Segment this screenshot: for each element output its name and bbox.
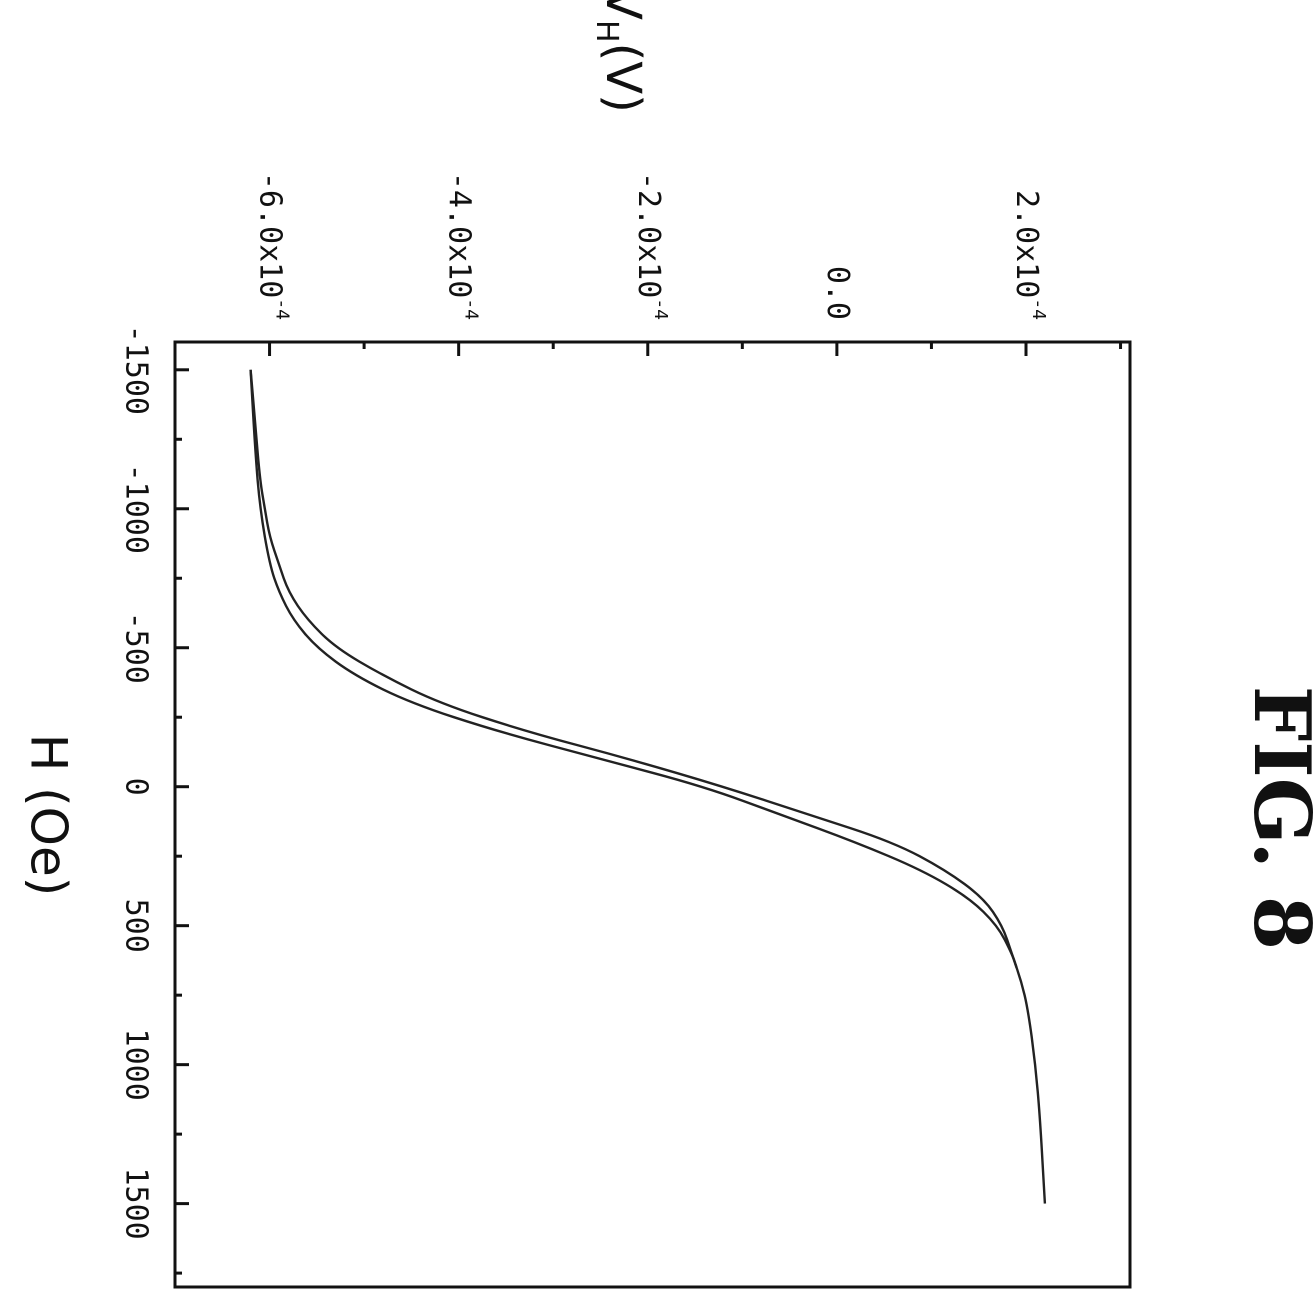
y-tick-label-exponent: -4: [272, 298, 293, 320]
hall-voltage-curve-1: [249, 369, 1047, 1204]
y-tick-label-exponent: -4: [650, 298, 671, 320]
y-tick-label-base: 0.0: [820, 266, 855, 320]
data-curves: [249, 369, 1047, 1204]
x-tick-label: 1000: [119, 1029, 154, 1101]
y-tick-label-base: -4.0x10: [442, 172, 477, 298]
x-tick-labels: -1500 -1000 -500 0 500 1000 1500: [119, 325, 154, 1240]
x-tick-label: -1500: [119, 325, 154, 415]
figure-label: FIG. 8: [1236, 686, 1316, 950]
x-tick-label: -500: [119, 612, 154, 684]
y-axis-title-unit: (V): [595, 43, 651, 113]
y-tick-label: 2.0x10-4: [1009, 190, 1049, 320]
y-tick-label-base: 2.0x10: [1009, 190, 1044, 298]
y-tick-labels: -6.0x10-4-4.0x10-4-2.0x10-4 0.0 2.0x10-4: [253, 172, 1049, 320]
x-tick-label: -1000: [119, 464, 154, 554]
y-axis-title-sub: H: [590, 20, 625, 43]
y-tick-label: -4.0x10-4: [442, 172, 482, 320]
y-axis-title-main: V: [595, 0, 651, 20]
y-tick-label: -2.0x10-4: [631, 172, 671, 320]
x-tick-label: 1500: [119, 1167, 154, 1239]
x-tick-label: 500: [119, 899, 154, 953]
plot-frame: [173, 340, 1132, 1289]
y-tick-label: -6.0x10-4: [253, 172, 293, 320]
y-tick-label-base: -6.0x10: [253, 172, 288, 298]
x-axis-title: H (Oe): [20, 734, 78, 897]
y-axis-title: VH(V): [590, 0, 652, 113]
y-tick-label-exponent: -4: [1028, 298, 1049, 320]
y-tick-label-exponent: -4: [461, 298, 482, 320]
x-tick-label: 0: [119, 778, 154, 796]
axis-ticks: [173, 342, 1123, 1275]
y-tick-label-base: -2.0x10: [631, 172, 666, 298]
hall-voltage-curve-2: [249, 369, 1018, 968]
y-tick-label: 0.0: [820, 266, 855, 320]
